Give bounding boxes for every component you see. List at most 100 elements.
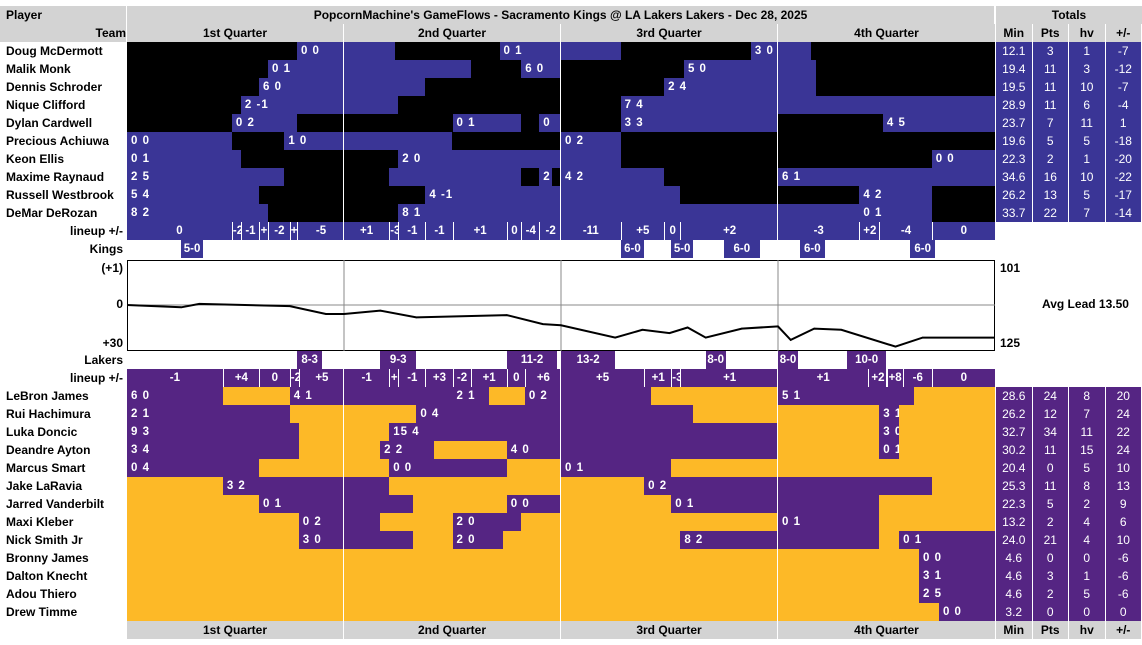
stint-bar[interactable]: 7 4 (620, 96, 995, 114)
lineup-plus-minus[interactable]: +4 (222, 369, 259, 387)
stint-bar[interactable]: 6 0 (127, 387, 223, 405)
player-name[interactable]: Marcus Smart (6, 461, 86, 475)
stint-bar[interactable]: 4 5 (882, 114, 995, 132)
stint-bar[interactable]: 2 4 (664, 78, 816, 96)
stint-bar[interactable]: 6 1 (778, 168, 995, 186)
stint-bar[interactable]: 0 2 (524, 387, 652, 405)
lineup-plus-minus[interactable]: -4 (879, 222, 932, 240)
stint-bar[interactable]: 3 0 (750, 42, 811, 60)
lineup-plus-minus[interactable]: 0 (931, 222, 995, 240)
lineup-plus-minus[interactable]: -2 (289, 369, 299, 387)
stint-bar[interactable]: 4 0 (506, 441, 778, 459)
stint-bar[interactable]: 15 4 (389, 423, 778, 441)
lineup-plus-minus[interactable]: +1 (778, 369, 869, 387)
stint-bar[interactable]: 0 1 (127, 150, 241, 168)
lineup-plus-minus[interactable]: 0 (506, 369, 525, 387)
stint-bar[interactable]: 4 1 (289, 387, 453, 405)
lineup-plus-minus[interactable]: -1 (398, 369, 426, 387)
stint-bar[interactable]: 5 4 (127, 186, 259, 204)
stint-bar[interactable]: 2 (539, 168, 552, 186)
player-name[interactable]: Jarred Vanderbilt (6, 497, 105, 511)
stint-bar[interactable]: 0 1 (561, 459, 672, 477)
stint-bar[interactable]: 0 1 (259, 495, 413, 513)
stint-bar[interactable]: 2 0 (398, 150, 621, 168)
stint-bar[interactable]: 2 5 (919, 585, 995, 603)
stint-bar[interactable]: 0 0 (938, 603, 995, 621)
lineup-plus-minus[interactable]: -1 (425, 222, 453, 240)
lineup-plus-minus[interactable]: 0 (127, 222, 232, 240)
stint-bar[interactable]: 2 1 (127, 405, 290, 423)
lineup-plus-minus[interactable]: -3 (778, 222, 860, 240)
lineup-plus-minus[interactable]: + (289, 222, 297, 240)
stint-bar[interactable]: 6 0 (521, 60, 561, 78)
stint-bar[interactable]: 2 2 (380, 441, 435, 459)
stint-bar[interactable]: 0 4 (416, 405, 693, 423)
stint-bar[interactable]: 8 2 (680, 531, 880, 549)
player-name[interactable]: Dennis Schroder (6, 80, 103, 94)
lineup-plus-minus[interactable]: +1 (452, 222, 507, 240)
lineup-plus-minus[interactable]: + (259, 222, 269, 240)
stint-bar[interactable]: 3 2 (222, 477, 390, 495)
lineup-plus-minus[interactable]: +8 (886, 369, 903, 387)
player-name[interactable]: Maxi Kleber (6, 515, 74, 529)
stint-bar[interactable]: 2 -1 (240, 96, 399, 114)
lineup-plus-minus[interactable]: -1 (398, 222, 426, 240)
lineup-plus-minus[interactable]: +2 (868, 369, 887, 387)
lineup-plus-minus[interactable]: 0 (931, 369, 995, 387)
lineup-plus-minus[interactable]: -4 (521, 222, 540, 240)
lineup-plus-minus[interactable]: -5 (296, 222, 344, 240)
stint-bar[interactable]: 4 -1 (425, 186, 681, 204)
lineup-plus-minus[interactable]: -1 (344, 369, 390, 387)
stint-bar[interactable]: 0 0 (919, 549, 995, 567)
stint-bar[interactable]: 0 4 (127, 459, 259, 477)
stint-bar[interactable]: 1 0 (284, 132, 453, 150)
player-name[interactable]: Nique Clifford (6, 98, 86, 112)
player-name[interactable]: Nick Smith Jr (6, 533, 83, 547)
stint-bar[interactable]: 4 2 (561, 168, 665, 186)
stint-bar[interactable]: 3 0 (298, 531, 413, 549)
stint-bar[interactable]: 0 0 (296, 42, 395, 60)
stint-bar[interactable]: 8 1 (398, 204, 860, 222)
lineup-plus-minus[interactable]: +3 (425, 369, 453, 387)
lineup-plus-minus[interactable]: +2 (680, 222, 778, 240)
player-name[interactable]: Drew Timme (6, 605, 78, 619)
lineup-plus-minus[interactable]: 0 (506, 222, 522, 240)
player-name[interactable]: Precious Achiuwa (6, 134, 109, 148)
stint-bar[interactable]: 0 (539, 114, 561, 132)
lineup-plus-minus[interactable]: +1 (644, 369, 672, 387)
stint-bar[interactable]: 2 5 (127, 168, 285, 186)
lineup-plus-minus[interactable]: -11 (561, 222, 621, 240)
stint-bar[interactable]: 0 1 (452, 114, 522, 132)
player-name[interactable]: Russell Westbrook (6, 188, 114, 202)
lineup-plus-minus[interactable]: + (389, 369, 399, 387)
player-name[interactable]: Adou Thiero (6, 587, 77, 601)
lineup-plus-minus[interactable]: -3 (671, 369, 681, 387)
player-name[interactable]: Dylan Cardwell (6, 116, 93, 130)
stint-bar[interactable]: 0 1 (671, 495, 880, 513)
stint-bar[interactable]: 9 3 (127, 423, 299, 441)
stint-bar[interactable]: 3 1 (879, 405, 900, 423)
player-name[interactable]: Doug McDermott (6, 44, 103, 58)
lineup-plus-minus[interactable]: -2 (231, 222, 241, 240)
lineup-plus-minus[interactable]: +6 (524, 369, 561, 387)
lineup-plus-minus[interactable]: 0 (664, 222, 681, 240)
stint-bar[interactable]: 0 1 (268, 60, 471, 78)
lineup-plus-minus[interactable]: +1 (470, 369, 507, 387)
stint-bar[interactable]: 3 0 (879, 423, 900, 441)
stint-bar[interactable]: 0 2 (561, 132, 621, 150)
player-name[interactable]: Jake LaRavia (6, 479, 83, 493)
lineup-plus-minus[interactable]: -6 (902, 369, 932, 387)
lineup-plus-minus[interactable]: -3 (389, 222, 399, 240)
stint-bar[interactable]: 0 2 (644, 477, 932, 495)
lineup-plus-minus[interactable]: +1 (344, 222, 390, 240)
player-name[interactable]: Malik Monk (6, 62, 71, 76)
lineup-plus-minus[interactable]: +5 (298, 369, 344, 387)
stint-bar[interactable]: 0 1 (859, 204, 932, 222)
stint-bar[interactable]: 0 2 (231, 114, 297, 132)
stint-bar[interactable]: 0 0 (389, 459, 507, 477)
player-name[interactable]: Rui Hachimura (6, 407, 91, 421)
stint-bar[interactable]: 5 1 (778, 387, 914, 405)
stint-bar[interactable]: 0 2 (298, 513, 381, 531)
stint-bar[interactable]: 0 0 (506, 495, 561, 513)
stint-bar[interactable]: 3 1 (919, 567, 995, 585)
